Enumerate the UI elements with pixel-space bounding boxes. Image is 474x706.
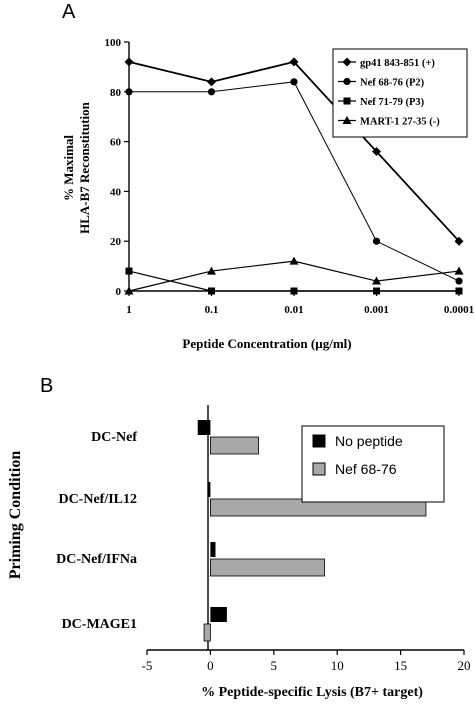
legend-marker [342, 57, 352, 67]
data-point [207, 266, 216, 275]
panel-a-line-chart: A 0 20 40 60 80 100 1 0.1 0.01 0.001 0.0001 % Max… [61, 1, 474, 351]
panel-a-series [124, 57, 464, 295]
data-point [290, 287, 298, 295]
b-xtick-label: 20 [458, 658, 471, 673]
panel-b-bars [197, 420, 427, 642]
a-ytick-label: 40 [110, 186, 122, 198]
legend-label: MART-1 27-35 (-) [360, 117, 440, 128]
a-xtick-label: 0.0001 [444, 304, 474, 316]
data-point [455, 277, 463, 285]
legend-label: gp41 843-851 (+) [360, 58, 435, 69]
panel-a-ylabel-line1: % Maximal [61, 135, 76, 201]
legend-marker [343, 97, 351, 105]
bar-nef-68-76 [203, 623, 211, 642]
panel-a-x-ticks: 1 0.1 0.01 0.001 0.0001 [126, 291, 474, 316]
a-ytick-label: 20 [110, 236, 122, 248]
bar-nef-68-76 [209, 436, 259, 455]
panel-a-xlabel: Peptide Concentration (µg/ml) [182, 336, 351, 351]
data-point [207, 88, 216, 96]
bar-no-peptide [210, 607, 227, 622]
data-point [124, 286, 134, 295]
data-point [290, 78, 298, 86]
b-xtick-label: 0 [207, 658, 214, 673]
panel-b-letter: B [40, 375, 53, 397]
panel-b-legend-box [301, 425, 445, 503]
series-line [128, 260, 460, 292]
legend-label: Nef 68-76 (P2) [360, 78, 425, 89]
a-xtick-label: 0.001 [364, 304, 389, 316]
b-xtick-label: 5 [271, 658, 278, 673]
series-triangle [124, 256, 464, 295]
panel-a-legend: gp41 843-851 (+) Nef 68-76 (P2) Nef 71-79 … [332, 48, 468, 138]
series-circle [125, 78, 463, 285]
series-diamond [124, 57, 464, 246]
panel-a-ylabel-line2: HLA-B7 Reconstitution [77, 101, 92, 234]
legend-marker [343, 77, 351, 86]
a-xtick-label: 0.1 [205, 304, 219, 316]
panel-a-letter: A [62, 1, 76, 23]
data-point [289, 57, 299, 67]
a-ytick-label: 100 [105, 37, 122, 49]
bar-no-peptide [207, 482, 211, 497]
a-ytick-label: 0 [116, 286, 122, 298]
panel-b-categories: DC-Nef DC-Nef/IL12 DC-Nef/IFNa DC-MAGE1 [56, 430, 137, 632]
legend-swatch [312, 462, 326, 476]
panel-b-ylabel: Priming Condition [7, 451, 24, 580]
panel-b-xlabel: % Peptide-specific Lysis (B7+ target) [201, 685, 423, 700]
a-xtick-label: 1 [126, 304, 132, 316]
a-ytick-label: 60 [110, 137, 122, 149]
a-xtick-label: 0.01 [284, 304, 303, 316]
data-point [124, 57, 134, 67]
b-xtick-label: 10 [331, 658, 344, 673]
data-point [372, 147, 381, 157]
category-label: DC-Nef [91, 430, 137, 445]
data-point [289, 256, 299, 265]
legend-label: No peptide [335, 433, 403, 449]
legend-swatch [312, 434, 326, 448]
panel-b-legend: No peptide Nef 68-76 [301, 425, 445, 503]
data-point [125, 267, 133, 275]
series-square [125, 267, 463, 295]
b-xtick-label: -5 [142, 658, 153, 673]
data-point [208, 287, 215, 295]
panel-a-y-ticks: 0 20 40 60 80 100 [105, 37, 129, 298]
legend-label: Nef 71-79 (P3) [360, 97, 425, 108]
bar-no-peptide [210, 542, 216, 557]
a-ytick-label: 80 [110, 87, 122, 99]
bar-nef-68-76 [209, 558, 325, 577]
legend-label: Nef 68-76 [335, 461, 397, 477]
bar-no-peptide [197, 420, 211, 435]
category-label: DC-MAGE1 [62, 617, 137, 632]
data-point [372, 237, 381, 245]
data-point [207, 77, 216, 87]
panel-a-legend-box [332, 48, 468, 138]
legend-marker [342, 116, 352, 124]
data-point [455, 287, 463, 295]
data-point [125, 88, 133, 96]
b-xtick-label: 15 [394, 658, 407, 673]
panel-b-x-ticks: -5 0 5 10 15 20 [142, 650, 471, 673]
data-point [372, 276, 381, 285]
category-label: DC-Nef/IFNa [56, 552, 137, 567]
data-point [454, 266, 464, 275]
category-label: DC-Nef/IL12 [58, 492, 137, 507]
data-point [373, 287, 380, 295]
panel-b-bar-chart: B -5 0 5 10 15 20 DC-Nef DC-Nef/IL12 DC-Nef/IFN… [7, 375, 471, 700]
data-point [454, 236, 464, 246]
